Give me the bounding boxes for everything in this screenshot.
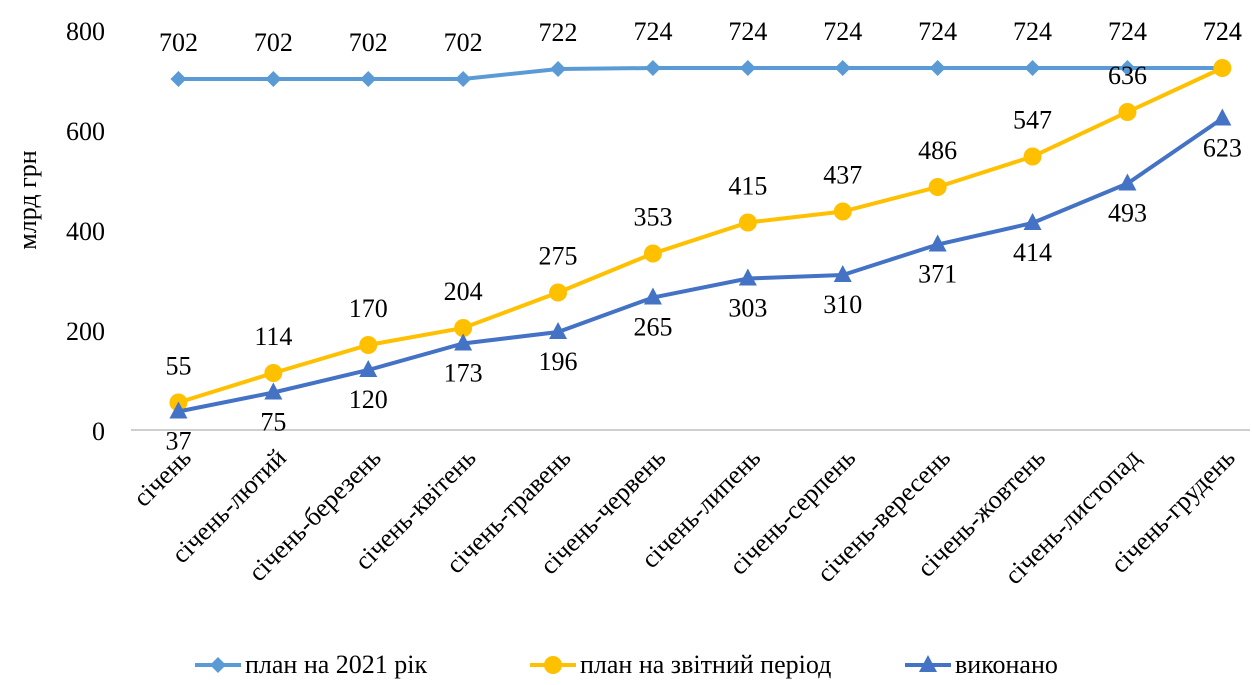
data-label: 493 [1108,198,1147,227]
data-label: 724 [1108,17,1147,46]
point [210,657,226,673]
point [1213,59,1232,77]
point [455,71,472,87]
data-label: 623 [1203,133,1242,162]
point [550,61,567,77]
point [643,287,662,305]
data-label: 204 [444,277,483,306]
point [833,265,852,282]
point [928,234,947,252]
point [929,60,946,76]
data-label: 120 [349,385,388,414]
point [454,333,473,351]
point [359,360,378,377]
data-label: 310 [823,290,862,319]
data-label: 702 [444,28,483,57]
point [738,268,757,286]
data-label: 275 [539,241,578,270]
legend-label: план на звітний період [580,650,831,679]
data-label: 722 [539,18,578,47]
data-label: 196 [539,347,578,376]
data-label: 55 [165,351,191,380]
data-label: 173 [444,358,483,387]
legend-label: виконано [955,650,1058,679]
point [928,178,947,196]
point [1023,147,1042,166]
data-label: 724 [1013,17,1052,46]
data-label: 636 [1108,61,1147,90]
y-tick-label: 600 [66,117,105,146]
data-label: 371 [918,259,957,288]
point [544,656,562,674]
data-label: 170 [349,294,388,323]
data-label: 724 [823,17,862,46]
point [264,382,283,400]
legend-label: план на 2021 рік [245,650,428,679]
data-label: 303 [728,293,767,322]
point [834,60,851,76]
data-label: 724 [918,17,957,46]
data-label: 414 [1013,238,1052,267]
y-axis-label: млрд грн [13,150,42,249]
point [1119,60,1136,76]
point [919,655,937,672]
point [738,213,757,232]
point [359,336,378,354]
point [170,71,187,87]
data-label: 702 [349,28,388,57]
data-label: 702 [159,28,198,57]
data-label: 415 [728,171,767,200]
data-label: 724 [1203,17,1242,46]
point [549,322,568,339]
point [739,60,756,76]
point [1118,103,1137,121]
point [264,364,283,382]
series-line [177,66,1224,405]
point [643,244,662,263]
data-label: 37 [165,426,191,455]
y-tick-label: 800 [66,17,105,46]
point [1024,60,1041,76]
point [833,202,852,221]
point [1118,173,1137,191]
data-label: 353 [633,202,672,231]
data-label: 114 [254,322,292,351]
point [549,283,568,302]
data-label: 724 [633,17,672,46]
data-label: 75 [260,407,286,436]
data-label: 486 [918,136,957,165]
y-tick-label: 200 [66,317,105,346]
point [1213,108,1232,126]
data-label: 702 [254,28,293,57]
series-line [178,116,1224,414]
data-label: 724 [1203,17,1242,46]
point [1023,213,1042,230]
point [454,319,473,337]
point [265,71,282,87]
point [360,71,377,87]
point [644,60,661,76]
point [169,401,188,419]
y-tick-label: 0 [92,417,105,446]
y-tick-label: 400 [66,217,105,246]
data-label: 547 [1013,105,1052,134]
data-label: 265 [633,312,672,341]
data-label: 437 [823,160,862,189]
data-label: 724 [728,17,767,46]
series-line [178,66,1223,81]
